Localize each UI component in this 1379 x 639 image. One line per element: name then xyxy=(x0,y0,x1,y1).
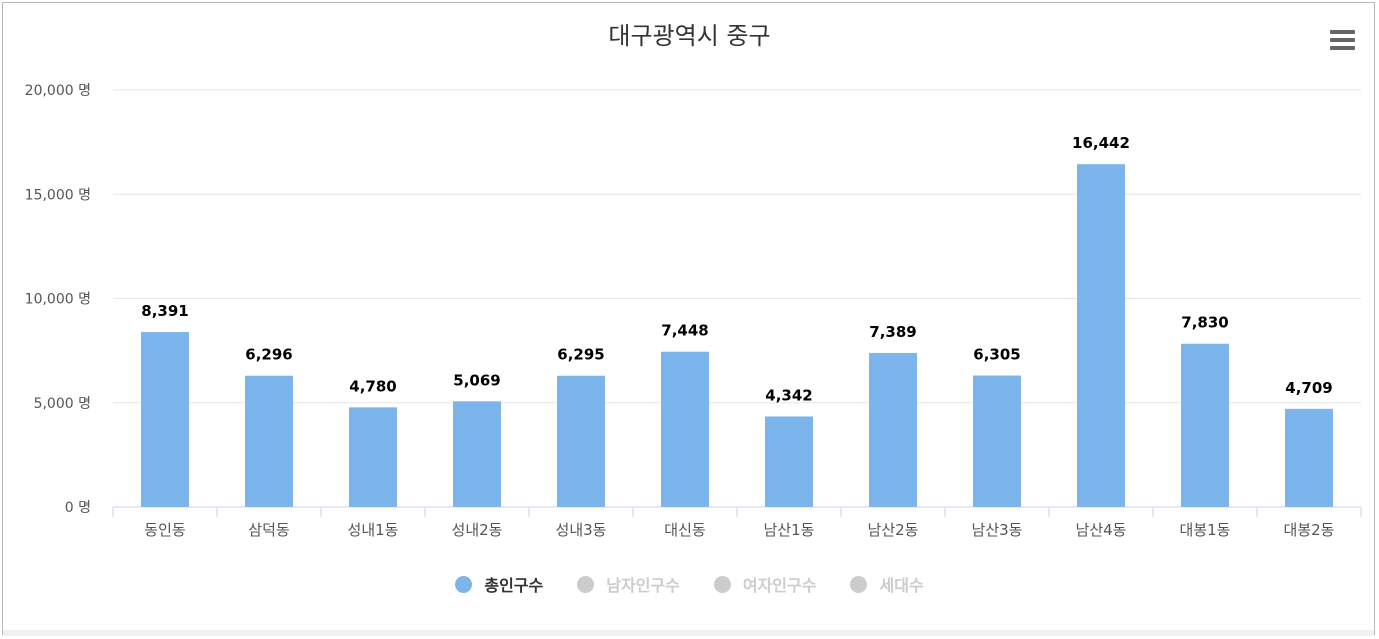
legend-item[interactable]: 세대수 xyxy=(850,572,924,596)
bar[interactable] xyxy=(141,332,189,507)
legend-dot-icon xyxy=(713,575,731,593)
legend-item[interactable]: 여자인구수 xyxy=(713,572,817,596)
y-tick-label: 20,000 명 xyxy=(25,83,91,99)
legend-label: 총인구수 xyxy=(484,576,544,595)
data-label: 6,296 xyxy=(245,346,292,364)
data-label: 4,780 xyxy=(349,377,396,395)
x-tick-label: 성내3동 xyxy=(556,521,607,539)
data-label: 7,448 xyxy=(661,322,708,340)
x-tick-label: 남산2동 xyxy=(868,521,919,539)
bar[interactable] xyxy=(869,352,917,507)
x-tick-label: 대봉2동 xyxy=(1284,521,1335,539)
chart-title: 대구광역시 중구 xyxy=(608,22,771,50)
data-label: 16,442 xyxy=(1072,134,1130,152)
x-tick-label: 성내2동 xyxy=(452,521,503,539)
data-label: 5,069 xyxy=(453,371,500,389)
x-tick-label: 대봉1동 xyxy=(1180,521,1231,539)
data-label: 6,295 xyxy=(557,346,604,364)
legend-label: 세대수 xyxy=(879,576,924,595)
bar[interactable] xyxy=(453,401,501,507)
legend-dot-icon xyxy=(577,575,595,593)
legend-item[interactable]: 총인구수 xyxy=(455,572,543,596)
x-tick-label: 삼덕동 xyxy=(248,521,290,539)
bar[interactable] xyxy=(1285,408,1333,507)
x-tick-label: 성내1동 xyxy=(348,521,399,539)
hamburger-menu-icon[interactable] xyxy=(1326,28,1356,54)
bar[interactable] xyxy=(349,407,397,507)
bar[interactable] xyxy=(973,375,1021,507)
legend-item[interactable]: 남자인구수 xyxy=(577,572,680,596)
data-label: 7,830 xyxy=(1181,314,1228,332)
bar[interactable] xyxy=(1181,343,1229,507)
bar[interactable] xyxy=(765,416,813,507)
bar[interactable] xyxy=(557,375,605,507)
data-label: 6,305 xyxy=(973,346,1020,364)
data-label: 4,342 xyxy=(765,386,812,404)
bottom-strip xyxy=(3,630,1374,636)
bar[interactable] xyxy=(661,351,709,507)
y-tick-label: 5,000 명 xyxy=(34,396,91,412)
legend-label: 여자인구수 xyxy=(742,576,817,595)
x-tick-label: 남산1동 xyxy=(764,521,815,539)
x-tick-label: 대신동 xyxy=(664,521,706,539)
data-label: 4,709 xyxy=(1285,379,1332,397)
bar[interactable] xyxy=(245,375,293,507)
data-label: 8,391 xyxy=(141,302,188,320)
x-tick-label: 남산3동 xyxy=(972,521,1023,539)
y-tick-label: 0 명 xyxy=(65,500,91,516)
y-tick-label: 15,000 명 xyxy=(25,187,91,203)
y-tick-label: 10,000 명 xyxy=(25,292,91,308)
chart-legend: 총인구수 남자인구수 여자인구수 세대수 xyxy=(0,572,1379,596)
legend-label: 남자인구수 xyxy=(606,576,680,595)
x-tick-label: 남산4동 xyxy=(1076,521,1127,539)
bar[interactable] xyxy=(1077,164,1125,507)
x-tick-label: 동인동 xyxy=(144,521,186,539)
legend-dot-icon xyxy=(850,575,868,593)
data-label: 7,389 xyxy=(869,323,916,341)
legend-dot-icon xyxy=(455,575,473,593)
